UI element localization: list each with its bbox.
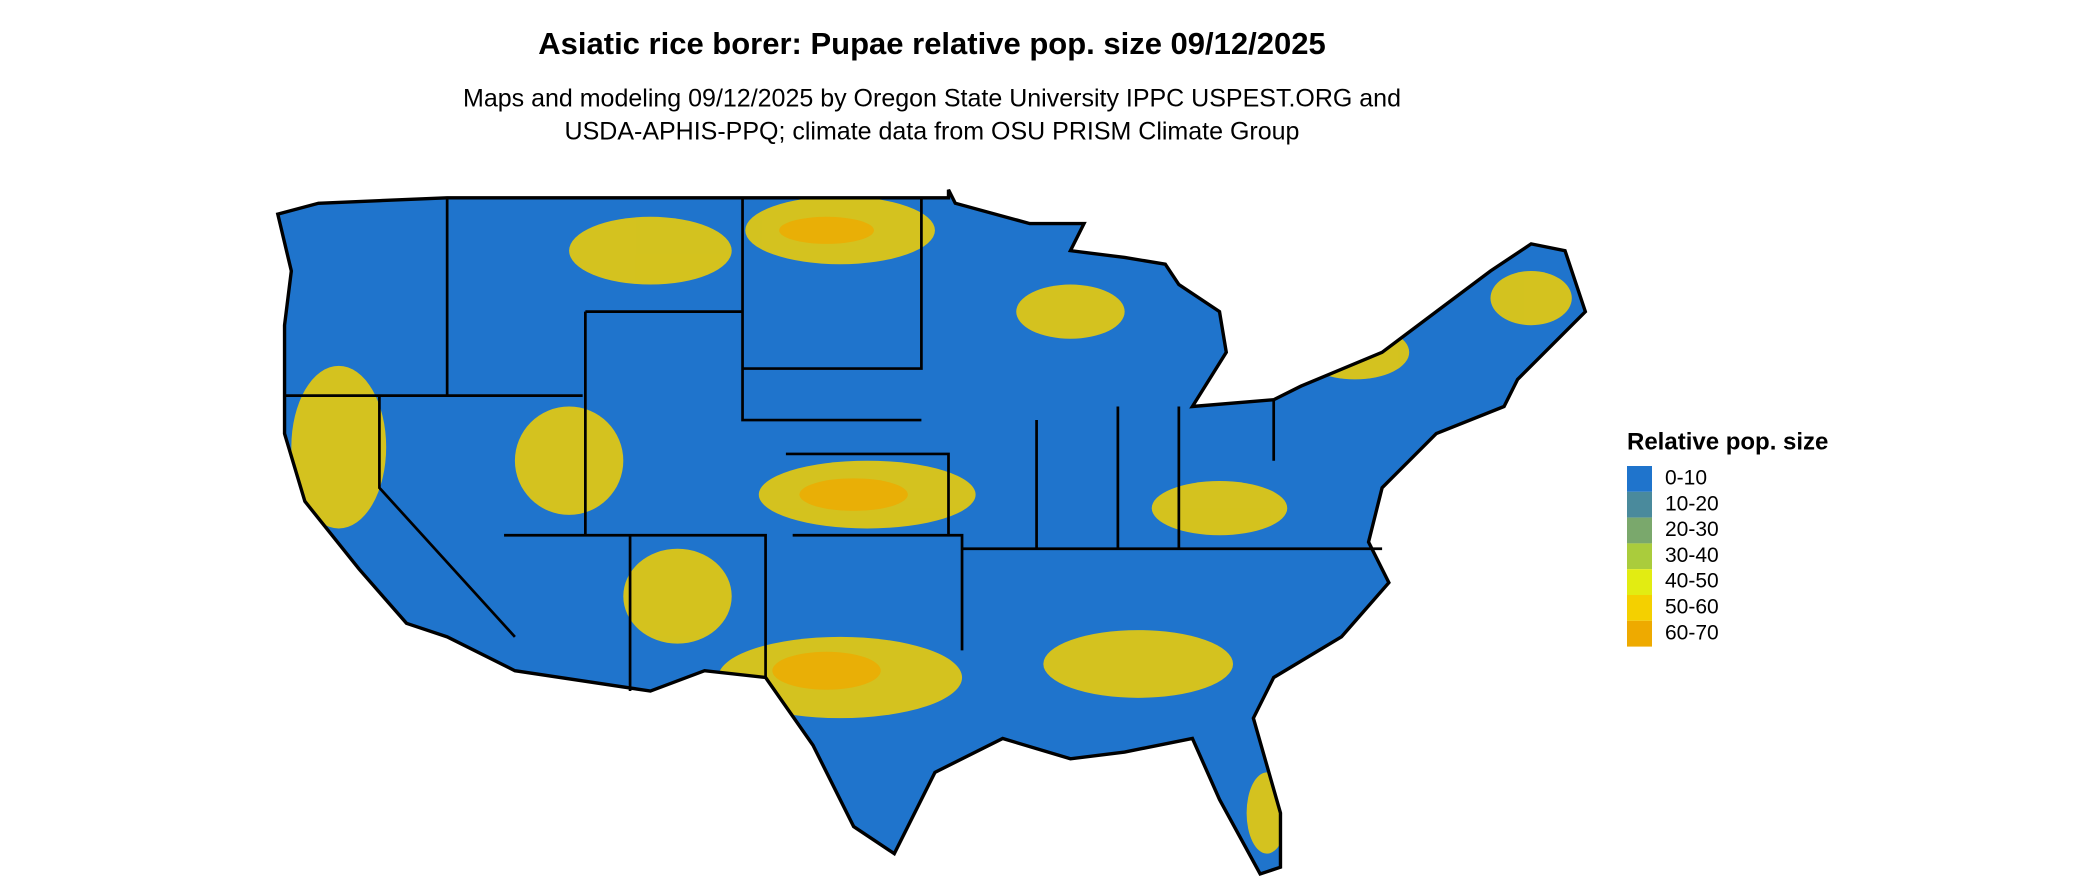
legend-title: Relative pop. size — [1627, 428, 1828, 455]
legend-label: 20-30 — [1665, 518, 1719, 541]
legend-swatch — [1627, 517, 1652, 544]
legend-swatch — [1627, 466, 1652, 492]
legend-swatch — [1627, 543, 1652, 570]
legend-label: 50-60 — [1665, 596, 1719, 619]
state-borders — [284, 197, 1383, 692]
map-outline — [275, 188, 1588, 877]
map-subtitle: USDA-APHIS-PPQ; climate data from OSU PR… — [565, 118, 1300, 146]
map-subtitle: Maps and modeling 09/12/2025 by Oregon S… — [463, 85, 1401, 113]
legend-label: 40-50 — [1665, 570, 1719, 593]
legend-swatch — [1627, 595, 1652, 621]
legend-swatch — [1627, 620, 1652, 647]
legend-swatch — [1627, 569, 1652, 595]
legend-swatch — [1627, 491, 1652, 518]
map-title: Asiatic rice borer: Pupae relative pop. … — [538, 26, 1325, 61]
us-map — [275, 188, 1588, 877]
legend-label: 0-10 — [1665, 467, 1707, 490]
legend-label: 30-40 — [1665, 544, 1719, 567]
legend-label: 10-20 — [1665, 492, 1719, 515]
legend-label: 60-70 — [1665, 621, 1719, 644]
map-hotspots — [291, 196, 1572, 854]
